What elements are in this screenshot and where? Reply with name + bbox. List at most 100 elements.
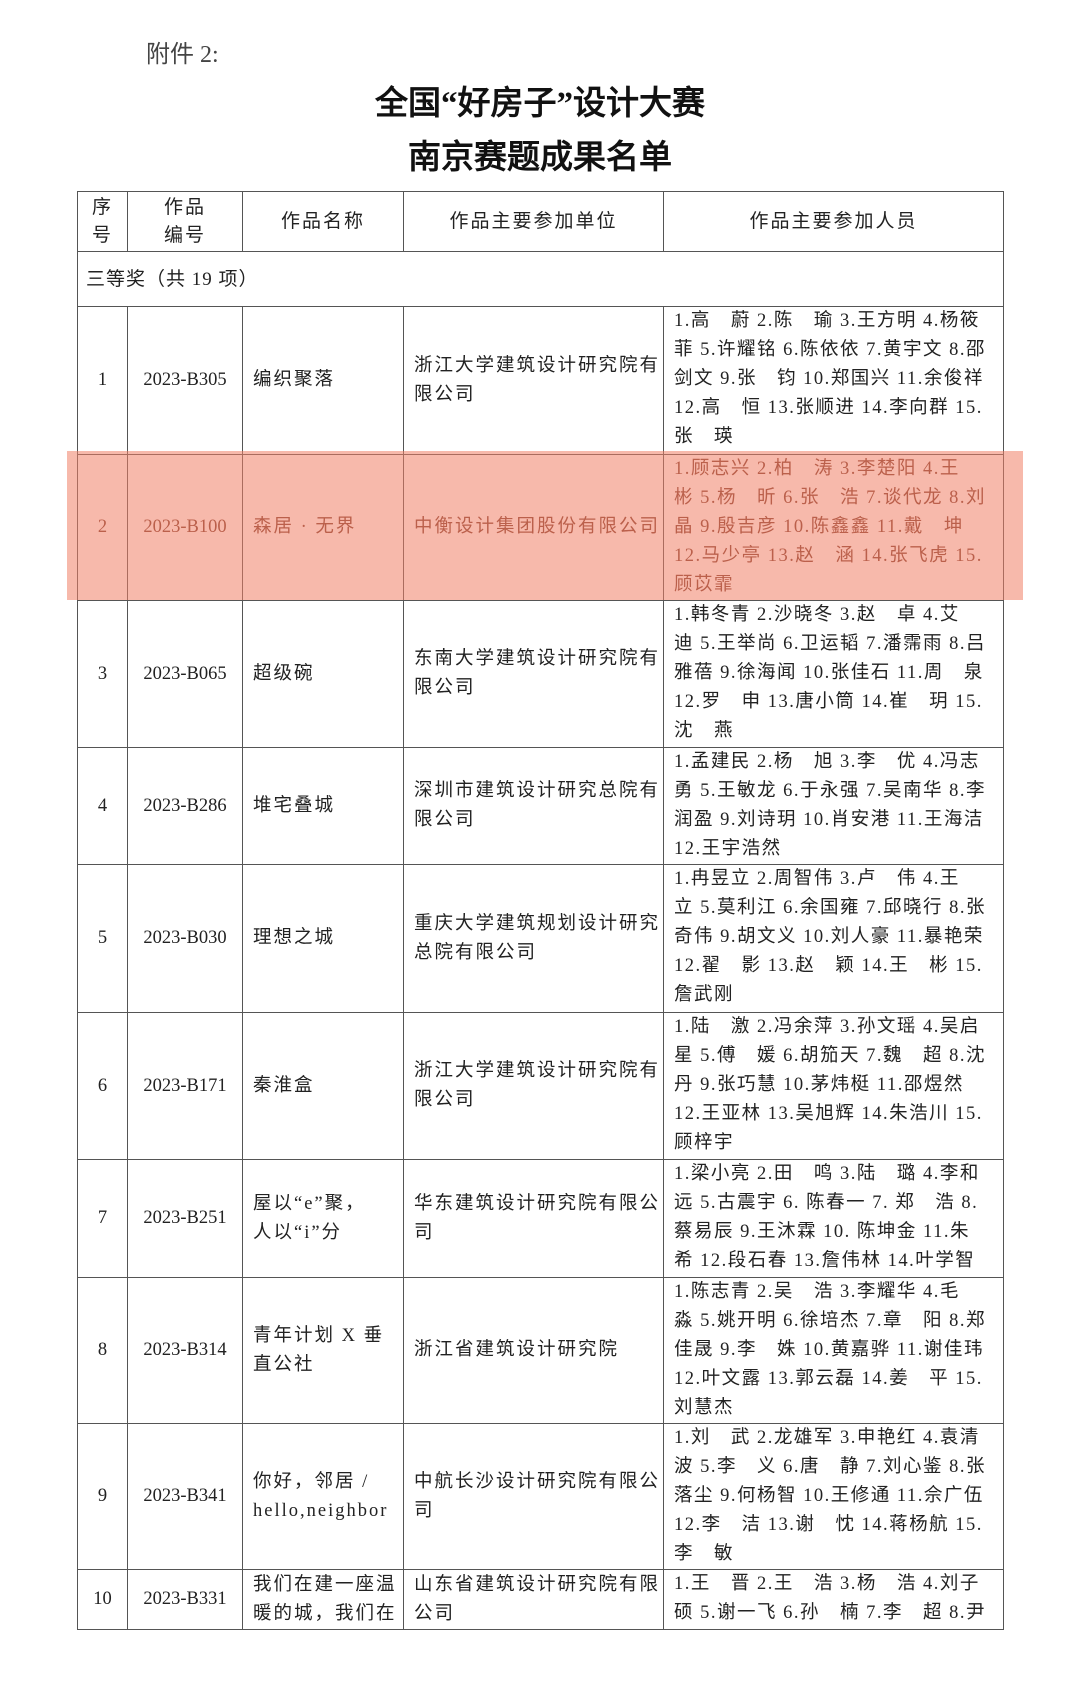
code-cell: 2023-B331 (127, 1569, 243, 1630)
people-cell: 1.陈志青 2.吴 浩 3.李耀华 4.毛淼 5.姚开明 6.徐培杰 7.章 阳… (663, 1277, 1004, 1424)
people-line: 12.马少亭 13.赵 涵 14.张飞虎 15. (674, 546, 983, 566)
people-line: 沈 燕 (674, 721, 735, 741)
header-seq: 序号 (77, 191, 128, 252)
name-cell: 屋以“e”聚， 人以“i”分 (242, 1159, 404, 1278)
people-cell: 1.韩冬青 2.沙晓冬 3.赵 卓 4.艾迪 5.王举尚 6.卫运韬 7.潘霈雨… (663, 600, 1004, 748)
section-label: 三等奖（共 19 项） (77, 251, 1004, 307)
people-line: 立 5.莫利江 6.余国雍 7.邱晓行 8.张 (674, 898, 987, 918)
people-line: 1.梁小亮 2.田 鸣 3.陆 璐 4.李和 (674, 1164, 980, 1184)
name-line: 超级碗 (253, 663, 315, 684)
table-row: 4 2023-B286 堆宅叠城 深圳市建筑设计研究总院有 限公司 1.孟建民 2.杨 旭… (77, 747, 1004, 865)
people-line: 佳晟 9.李 姝 10.黄嘉骅 11.谢佳玮 (674, 1340, 984, 1360)
table-row: 7 2023-B251 屋以“e”聚， 人以“i”分 华东建筑设计研究院有限公司 1.梁小… (77, 1159, 1004, 1278)
code-cell: 2023-B341 (127, 1423, 243, 1570)
unit-line: 限公司 (414, 1090, 476, 1110)
name-cell: 堆宅叠城 (242, 747, 404, 865)
people-line: 12.李 洁 13.谢 忱 14.蒋杨航 15. (674, 1515, 983, 1535)
people-line: 1.陈志青 2.吴 浩 3.李耀华 4.毛 (674, 1282, 960, 1302)
people-line: 波 5.李 义 6.唐 静 7.刘心鉴 8.张 (674, 1457, 987, 1477)
name-cell: 秦淮盒 (242, 1012, 404, 1160)
seq-cell: 10 (77, 1569, 128, 1630)
people-line: 12.王宇浩然 (674, 839, 782, 859)
name-cell: 青年计划 X 垂直公社 (242, 1277, 404, 1424)
people-line: 远 5.古震宇 6. 陈春一 7. 郑 浩 8. (674, 1193, 979, 1213)
unit-cell: 浙江大学建筑设计研究院有 限公司 (403, 306, 664, 455)
people-line: 顾苡霏 (674, 575, 735, 595)
people-line: 1.孟建民 2.杨 旭 3.李 优 4.冯志 (674, 752, 980, 772)
unit-line: 司 (414, 1500, 435, 1521)
people-line: 詹武刚 (674, 985, 735, 1005)
table-row: 8 2023-B314 青年计划 X 垂直公社 浙江省建筑设计研究院 1.陈志青 2.吴… (77, 1277, 1004, 1424)
name-line: 暖的城，我们在 (253, 1603, 397, 1624)
people-line: 迪 5.王举尚 6.卫运韬 7.潘霈雨 8.吕 (674, 634, 987, 654)
name-cell: 我们在建一座温 暖的城，我们在 (242, 1569, 404, 1630)
people-cell: 1.陆 激 2.冯余萍 3.孙文瑶 4.吴启星 5.傅 媛 6.胡笳天 7.魏 … (663, 1012, 1004, 1160)
seq-cell: 6 (77, 1012, 128, 1160)
unit-line: 中衡设计集团股份有限公司 (414, 517, 661, 537)
name-cell: 森居 · 无界 (242, 454, 404, 601)
document-title: 全国“好房子”设计大赛 (375, 86, 705, 122)
people-line: 硕 5.谢一飞 6.孙 楠 7.李 超 8.尹 (674, 1603, 987, 1623)
people-line: 晶 9.殷吉彦 10.陈鑫鑫 11.戴 坤 (674, 517, 964, 537)
unit-cell: 华东建筑设计研究院有限公司 (403, 1159, 664, 1278)
seq-cell: 7 (77, 1159, 128, 1278)
table-row: 6 2023-B171 秦淮盒 浙江大学建筑设计研究院有 限公司 1.陆 激 2.冯余萍 … (77, 1012, 1004, 1160)
seq-cell: 2 (77, 454, 128, 601)
people-cell: 1.顾志兴 2.柏 涛 3.李楚阳 4.王彬 5.杨 昕 6.张 浩 7.谈代龙… (663, 454, 1004, 601)
header-row: 序号 作品 编号 作品名称 作品主要参加单位 作品主要参加人员 (77, 191, 1004, 252)
section-row: 三等奖（共 19 项） (77, 251, 1004, 307)
unit-line: 公司 (414, 1603, 456, 1624)
people-line: 希 12.段石春 13.詹伟林 14.叶学智 (674, 1251, 976, 1271)
unit-line: 深圳市建筑设计研究总院有 (414, 781, 661, 801)
people-line: 12.翟 影 13.赵 颖 14.王 彬 15. (674, 956, 983, 976)
seq-cell: 9 (77, 1423, 128, 1570)
unit-line: 司 (414, 1222, 435, 1243)
unit-line: 限公司 (414, 810, 476, 830)
unit-line: 总院有限公司 (414, 942, 538, 963)
people-line: 1.刘 武 2.龙雄军 3.申艳红 4.袁清 (674, 1428, 980, 1448)
unit-cell: 浙江大学建筑设计研究院有 限公司 (403, 1012, 664, 1160)
unit-line: 浙江省建筑设计研究院 (414, 1340, 620, 1360)
table-row: 1 2023-B305 编织聚落 浙江大学建筑设计研究院有 限公司 1.高 蔚 2.陈 瑜… (77, 306, 1004, 455)
unit-cell: 东南大学建筑设计研究院有 限公司 (403, 600, 664, 748)
header-code: 作品 编号 (127, 191, 243, 252)
table-row: 2 2023-B100 森居 · 无界 中衡设计集团股份有限公司 1.顾志兴 2.柏 涛… (77, 454, 1004, 601)
unit-cell: 深圳市建筑设计研究总院有 限公司 (403, 747, 664, 865)
people-line: 菲 5.许耀铭 6.陈依依 7.黄宇文 8.邵 (674, 340, 987, 360)
seq-cell: 1 (77, 306, 128, 455)
people-cell: 1.高 蔚 2.陈 瑜 3.王方明 4.杨筱菲 5.许耀铭 6.陈依依 7.黄宇… (663, 306, 1004, 455)
people-line: 奇伟 9.胡文义 10.刘人豪 11.暴艳荣 (674, 927, 984, 947)
name-line: 青年计划 X 垂 (253, 1325, 385, 1346)
people-line: 顾梓宇 (674, 1133, 735, 1153)
unit-line: 华东建筑设计研究院有限公 (414, 1193, 661, 1214)
name-cell: 超级碗 (242, 600, 404, 748)
unit-line: 山东省建筑设计研究院有限 (414, 1574, 661, 1595)
people-line: 1.高 蔚 2.陈 瑜 3.王方明 4.杨筱 (674, 311, 980, 331)
name-line: 理想之城 (253, 928, 336, 948)
people-line: 12.高 恒 13.张顺进 14.李向群 15. (674, 398, 983, 418)
unit-cell: 浙江省建筑设计研究院 (403, 1277, 664, 1424)
unit-line: 限公司 (414, 384, 476, 405)
code-cell: 2023-B171 (127, 1012, 243, 1160)
seq-cell: 5 (77, 864, 128, 1013)
document-subtitle: 南京赛题成果名单 (408, 140, 672, 176)
people-line: 蔡易辰 9.王沐霖 10. 陈坤金 11.朱 (674, 1222, 970, 1242)
people-line: 1.韩冬青 2.沙晓冬 3.赵 卓 4.艾 (674, 605, 960, 625)
table-row: 9 2023-B341 你好，邻居 / hello,neighbor 中航长沙设计研究院… (77, 1423, 1004, 1570)
people-line: 李 敏 (674, 1544, 735, 1564)
people-line: 剑文 9.张 钧 10.郑国兴 11.余俊祥 (674, 369, 984, 389)
name-line: 我们在建一座温 (253, 1574, 397, 1595)
header-code-line: 作品 (163, 196, 206, 218)
people-line: 1.冉昱立 2.周智伟 3.卢 伟 4.王 (674, 869, 960, 889)
unit-line: 东南大学建筑设计研究院有 (414, 649, 661, 669)
unit-line: 中航长沙设计研究院有限公 (414, 1471, 661, 1492)
people-line: 淼 5.姚开明 6.徐培杰 7.章 阳 8.郑 (674, 1311, 987, 1331)
header-code-line: 编号 (163, 224, 206, 246)
unit-line: 浙江大学建筑设计研究院有 (414, 1061, 661, 1081)
table-row: 10 2023-B331 我们在建一座温 暖的城，我们在 山东省建筑设计研究院有限 公司 1… (77, 1569, 1004, 1630)
unit-cell: 山东省建筑设计研究院有限 公司 (403, 1569, 664, 1630)
name-line: hello,neighbor (253, 1500, 389, 1521)
name-line: 你好，邻居 / (253, 1471, 370, 1492)
name-line: 编织聚落 (253, 370, 336, 390)
name-line: 人以“i”分 (253, 1222, 343, 1243)
